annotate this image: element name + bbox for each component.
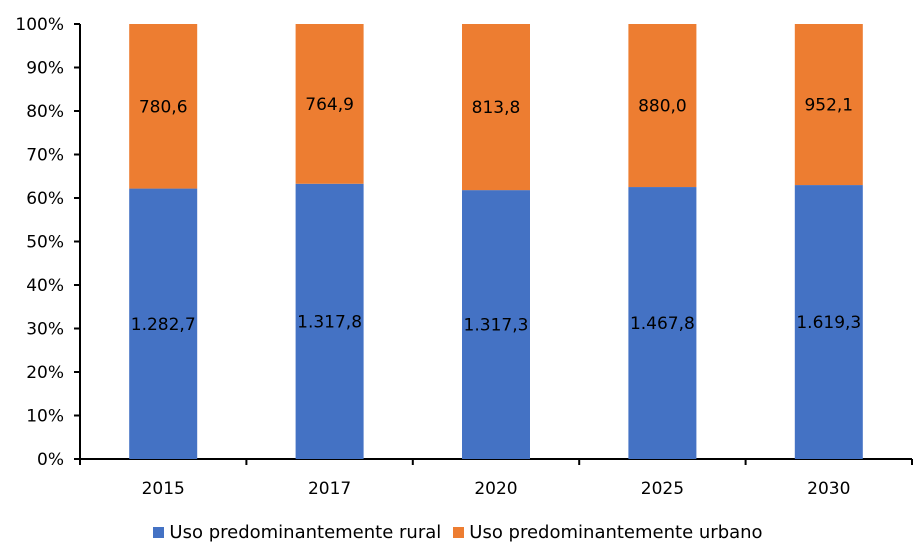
bar-segment-urbano [628,24,697,188]
data-label: 764,9 [305,95,354,115]
y-tick-label: 50% [26,233,64,253]
x-tick-label: 2020 [474,479,517,499]
bar-segment-rural [462,190,530,460]
bar-segment-rural [794,185,863,459]
data-label: 880,0 [638,97,687,117]
legend-item-urbano: Uso predominantemente urbano [453,522,763,543]
x-tick-label: 2025 [641,479,684,499]
data-label: 1.467,8 [630,314,695,334]
data-labels: 1.282,7 780,6 1.317,8 764,9 1.317,3 813,8 1.46… [131,95,861,336]
bar-segment-urbano [794,24,863,186]
bar-segment-urbano [295,24,364,184]
legend-swatch-rural [153,527,165,538]
y-tick-label: 20% [26,363,64,383]
y-tick-label: 30% [26,320,64,340]
y-tick-label: 40% [26,276,64,296]
y-tick-label: 60% [26,189,64,209]
legend: Uso predominantemente rural Uso predomin… [0,520,916,545]
bar-segment-urbano [462,24,530,191]
legend-label-rural: Uso predominantemente rural [169,522,442,543]
data-label: 1.282,7 [131,315,196,335]
bar-segment-urbano [129,24,198,189]
legend-label-urbano: Uso predominantemente urbano [469,522,763,543]
y-tick-label: 70% [26,146,64,166]
y-tick-label: 10% [26,407,64,427]
x-tick-label: 2015 [142,479,185,499]
bar-segment-rural [295,183,364,459]
data-label: 1.619,3 [796,313,861,333]
data-label: 1.317,3 [464,316,529,336]
bar-segment-rural [129,188,198,459]
data-label: 813,8 [472,98,521,118]
data-label: 952,1 [804,96,853,116]
bar-segment-rural [628,187,697,459]
x-tick-label: 2030 [807,479,850,499]
x-tick-label: 2017 [308,479,351,499]
legend-swatch-urbano [453,527,465,538]
y-tick-label: 80% [26,102,64,122]
y-tick-label: 0% [37,450,64,470]
data-label: 780,6 [139,97,188,117]
data-label: 1.317,8 [297,312,362,332]
y-tick-label: 100% [15,15,64,35]
bars [129,24,863,460]
legend-item-rural: Uso predominantemente rural [153,522,441,543]
y-axis: 0% 10% 20% 30% 40% 50% 60% 70% 80% 90% 100% [15,15,81,470]
x-axis: 2015 2017 2020 2025 2030 [79,458,913,499]
y-tick-label: 90% [26,59,64,79]
